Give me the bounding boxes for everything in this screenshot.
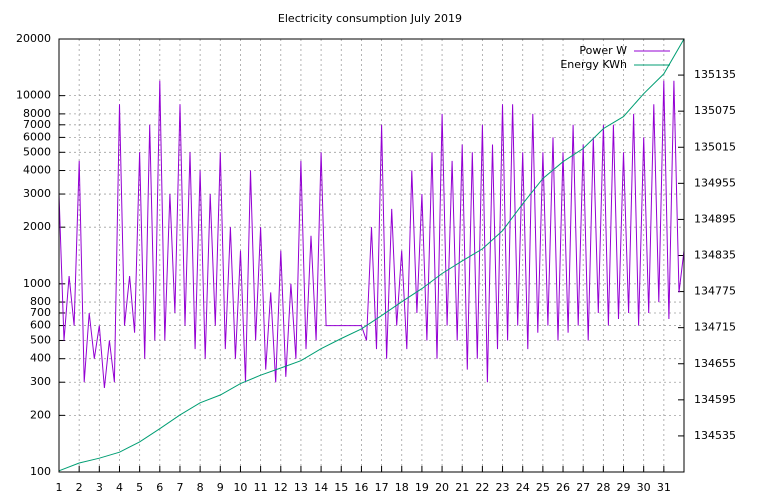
y2-tick-label: 134655 [694,357,736,370]
series-line [58,80,685,388]
y2-tick-label: 134595 [694,393,736,406]
y-tick-label: 500 [30,333,51,346]
x-tick-label: 24 [516,481,530,494]
y-tick-label: 100 [30,465,51,478]
x-tick-label: 10 [233,481,247,494]
y-tick-label: 5000 [23,145,51,158]
x-tick-label: 12 [274,481,288,494]
x-tick-label: 7 [176,481,183,494]
y-tick-label: 200 [30,408,51,421]
x-tick-label: 17 [375,481,389,494]
y2-tick-label: 134775 [694,285,736,298]
y2-tick-label: 134535 [694,429,736,442]
x-tick-label: 19 [415,481,429,494]
y-tick-label: 6000 [23,130,51,143]
chart-title: Electricity consumption July 2019 [278,12,462,25]
y-tick-label: 10000 [16,89,51,102]
x-tick-label: 3 [96,481,103,494]
x-tick-label: 26 [556,481,570,494]
x-tick-label: 6 [156,481,163,494]
y2-tick-label: 134835 [694,249,736,262]
x-tick-label: 21 [455,481,469,494]
y-tick-label: 7000 [23,118,51,131]
x-tick-label: 5 [136,481,143,494]
x-tick-label: 14 [314,481,328,494]
x-tick-label: 30 [637,481,651,494]
y-tick-label: 800 [30,295,51,308]
series-line [58,38,685,472]
x-tick-label: 23 [496,481,510,494]
x-tick-label: 25 [536,481,550,494]
x-tick-label: 29 [617,481,631,494]
x-tick-label: 8 [197,481,204,494]
y2-tick-label: 135075 [694,104,736,117]
x-tick-label: 27 [576,481,590,494]
y2-tick-label: 134715 [694,321,736,334]
y-tick-label: 700 [30,306,51,319]
y-tick-label: 20000 [16,32,51,45]
x-tick-label: 31 [657,481,671,494]
y-tick-label: 8000 [23,107,51,120]
x-tick-label: 4 [116,481,123,494]
y-tick-label: 3000 [23,187,51,200]
y-tick-label: 2000 [23,220,51,233]
y-tick-label: 1000 [23,277,51,290]
y2-tick-label: 135015 [694,140,736,153]
legend-label: Power W [579,44,627,57]
plot-border [58,38,685,473]
y2-tick-label: 135135 [694,68,736,81]
legend-label: Energy KWh [560,58,627,71]
y-tick-label: 300 [30,375,51,388]
y-tick-label: 4000 [23,164,51,177]
x-tick-label: 13 [294,481,308,494]
x-tick-label: 1 [56,481,63,494]
x-tick-label: 16 [354,481,368,494]
x-tick-label: 15 [334,481,348,494]
y2-tick-label: 134955 [694,176,736,189]
x-tick-label: 22 [475,481,489,494]
x-tick-label: 20 [435,481,449,494]
x-tick-label: 28 [596,481,610,494]
y-tick-label: 400 [30,352,51,365]
x-tick-label: 18 [395,481,409,494]
x-tick-label: 9 [217,481,224,494]
x-tick-label: 11 [254,481,268,494]
y2-tick-label: 134895 [694,212,736,225]
y-tick-label: 600 [30,319,51,332]
x-tick-label: 2 [76,481,83,494]
